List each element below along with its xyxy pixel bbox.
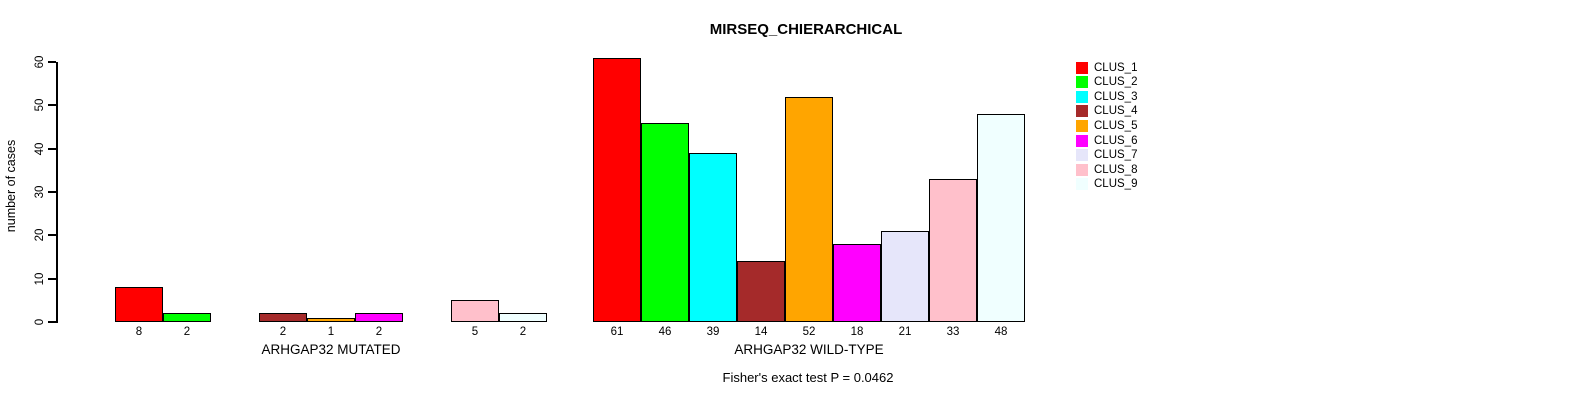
legend-swatch	[1076, 149, 1088, 162]
bar-value-label: 2	[375, 326, 383, 338]
y-tick-label: 50	[34, 98, 46, 112]
y-tick-mark	[48, 61, 56, 63]
legend-item-clus_5: CLUS_5	[1076, 119, 1137, 132]
bar-value-label: 2	[519, 326, 527, 338]
bar-value-label: 21	[898, 326, 912, 338]
y-tick-mark	[48, 321, 56, 323]
bar-value-label: 52	[802, 326, 816, 338]
bar-value-label: 2	[279, 326, 287, 338]
annotation-text: Fisher's exact test P = 0.0462	[722, 370, 894, 385]
bar-value-label: 46	[658, 326, 672, 338]
legend-swatch	[1076, 178, 1088, 191]
y-axis-label: number of cases	[4, 139, 18, 233]
y-tick-label: 10	[34, 272, 46, 286]
bar-value-label: 2	[183, 326, 191, 338]
y-tick-mark	[48, 234, 56, 237]
legend-item-clus_6: CLUS_6	[1076, 134, 1137, 147]
legend-swatch	[1076, 119, 1088, 132]
bar-value-label: 33	[946, 326, 960, 338]
legend-label: CLUS_7	[1094, 149, 1138, 162]
legend-item-clus_3: CLUS_3	[1076, 90, 1137, 103]
bar-clus_8	[929, 179, 977, 322]
bar-clus_1	[115, 287, 163, 322]
bar-value-label: 39	[706, 326, 720, 338]
bar-value-label: 14	[754, 326, 768, 338]
legend-swatch	[1076, 105, 1088, 118]
legend-label: CLUS_9	[1094, 178, 1138, 191]
legend-label: CLUS_4	[1094, 105, 1138, 118]
y-tick-label: 30	[34, 185, 46, 199]
group-label: ARHGAP32 MUTATED	[261, 342, 401, 357]
legend-label: CLUS_8	[1094, 163, 1138, 176]
legend-item-clus_8: CLUS_8	[1076, 163, 1137, 176]
legend-item-clus_1: CLUS_1	[1076, 61, 1137, 74]
bar-clus_6	[355, 313, 403, 322]
bar-clus_9	[977, 114, 1025, 322]
legend-item-clus_7: CLUS_7	[1076, 149, 1137, 162]
bar-value-label: 1	[327, 326, 335, 338]
legend-label: CLUS_3	[1094, 90, 1138, 103]
bar-value-label: 5	[471, 326, 479, 338]
legend-label: CLUS_5	[1094, 119, 1138, 132]
bar-clus_4	[259, 313, 307, 322]
chart-title: MIRSEQ_CHIERARCHICAL	[709, 21, 903, 38]
bar-value-label: 18	[850, 326, 864, 338]
legend-swatch	[1076, 76, 1088, 89]
bar-clus_5	[307, 318, 355, 322]
bar-value-label: 61	[610, 326, 624, 338]
bar-value-label: 48	[994, 326, 1008, 338]
bar-clus_6	[833, 244, 881, 322]
bar-clus_7	[881, 231, 929, 322]
legend-item-clus_2: CLUS_2	[1076, 76, 1137, 89]
y-tick-label: 40	[34, 142, 46, 156]
legend-item-clus_4: CLUS_4	[1076, 105, 1137, 118]
bar-clus_9	[499, 313, 547, 322]
legend-label: CLUS_1	[1094, 61, 1138, 74]
y-tick-mark	[48, 277, 56, 280]
y-tick-label: 60	[34, 55, 46, 69]
legend-label: CLUS_6	[1094, 134, 1138, 147]
y-tick-mark	[48, 104, 56, 107]
y-axis-line	[56, 62, 58, 323]
legend-swatch	[1076, 163, 1088, 176]
bar-clus_2	[163, 313, 211, 322]
y-tick-label: 20	[34, 228, 46, 242]
y-tick-mark	[48, 147, 56, 150]
legend-swatch	[1076, 90, 1088, 103]
legend-label: CLUS_2	[1094, 76, 1138, 89]
legend-swatch	[1076, 134, 1088, 147]
bar-clus_5	[785, 97, 833, 322]
legend-item-clus_9: CLUS_9	[1076, 178, 1137, 191]
bar-clus_1	[593, 58, 641, 322]
bar-value-label: 8	[135, 326, 143, 338]
bar-clus_8	[451, 300, 499, 322]
group-label: ARHGAP32 WILD-TYPE	[734, 342, 884, 357]
bar-clus_4	[737, 261, 785, 322]
bar-clus_2	[641, 123, 689, 322]
y-tick-mark	[48, 191, 56, 193]
y-tick-label: 0	[34, 318, 46, 326]
bar-clus_3	[689, 153, 737, 322]
legend-swatch	[1076, 61, 1088, 74]
